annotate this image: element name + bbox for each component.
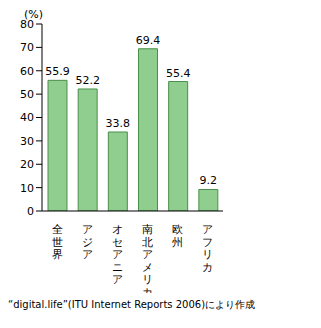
svg-text:69.4: 69.4 [136,34,161,47]
svg-text:33.8: 33.8 [106,117,131,130]
svg-text:30: 30 [20,135,34,148]
svg-text:0: 0 [27,205,34,218]
svg-text:アフリカ: アフリカ [202,223,213,274]
svg-text:55.4: 55.4 [166,67,191,80]
svg-text:アジア: アジア [82,223,93,261]
svg-text:80: 80 [20,18,34,31]
svg-text:南北アメリカ: 南北アメリカ [142,223,153,293]
html-text:“digital.life”(ITU Internet Re: “digital.life”(ITU Internet Reports 2006… [8,299,256,310]
svg-text:20: 20 [20,158,34,171]
svg-text:オセアニア: オセアニア [112,223,123,286]
svg-text:9.2: 9.2 [200,174,218,187]
svg-text:10: 10 [20,182,34,195]
svg-text:40: 40 [20,111,34,124]
svg-text:52.2: 52.2 [75,74,100,87]
svg-text:全世界: 全世界 [52,223,63,261]
svg-text:50: 50 [20,88,34,101]
svg-text:60: 60 [20,65,34,78]
svg-text:70: 70 [20,41,34,54]
svg-text:欧州: 欧州 [172,223,183,249]
svg-text:55.9: 55.9 [45,65,70,78]
